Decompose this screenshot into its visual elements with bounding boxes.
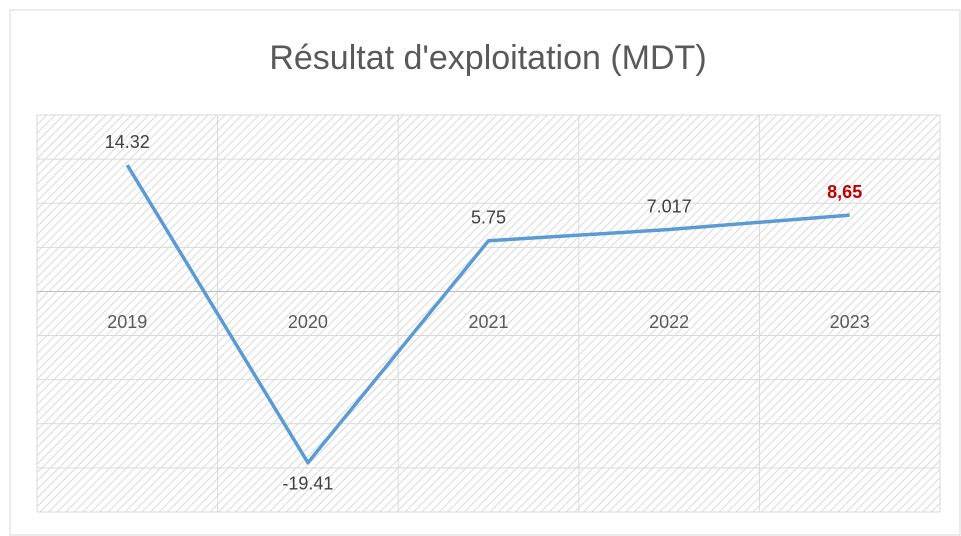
plot-area	[37, 115, 940, 512]
chart-title: Résultat d'exploitation (MDT)	[269, 39, 706, 77]
data-label: -19.41	[282, 473, 333, 493]
data-line	[125, 164, 850, 465]
data-label: 7.017	[647, 196, 692, 216]
x-tick-label: 2021	[468, 312, 508, 332]
data-label: 5.75	[471, 207, 506, 227]
x-tick-label: 2022	[649, 312, 689, 332]
x-tick-label: 2020	[288, 312, 328, 332]
data-label: 8,65	[827, 182, 862, 202]
x-tick-label: 2019	[107, 312, 147, 332]
data-label: 14.32	[105, 132, 150, 152]
x-tick-label: 2023	[830, 312, 870, 332]
